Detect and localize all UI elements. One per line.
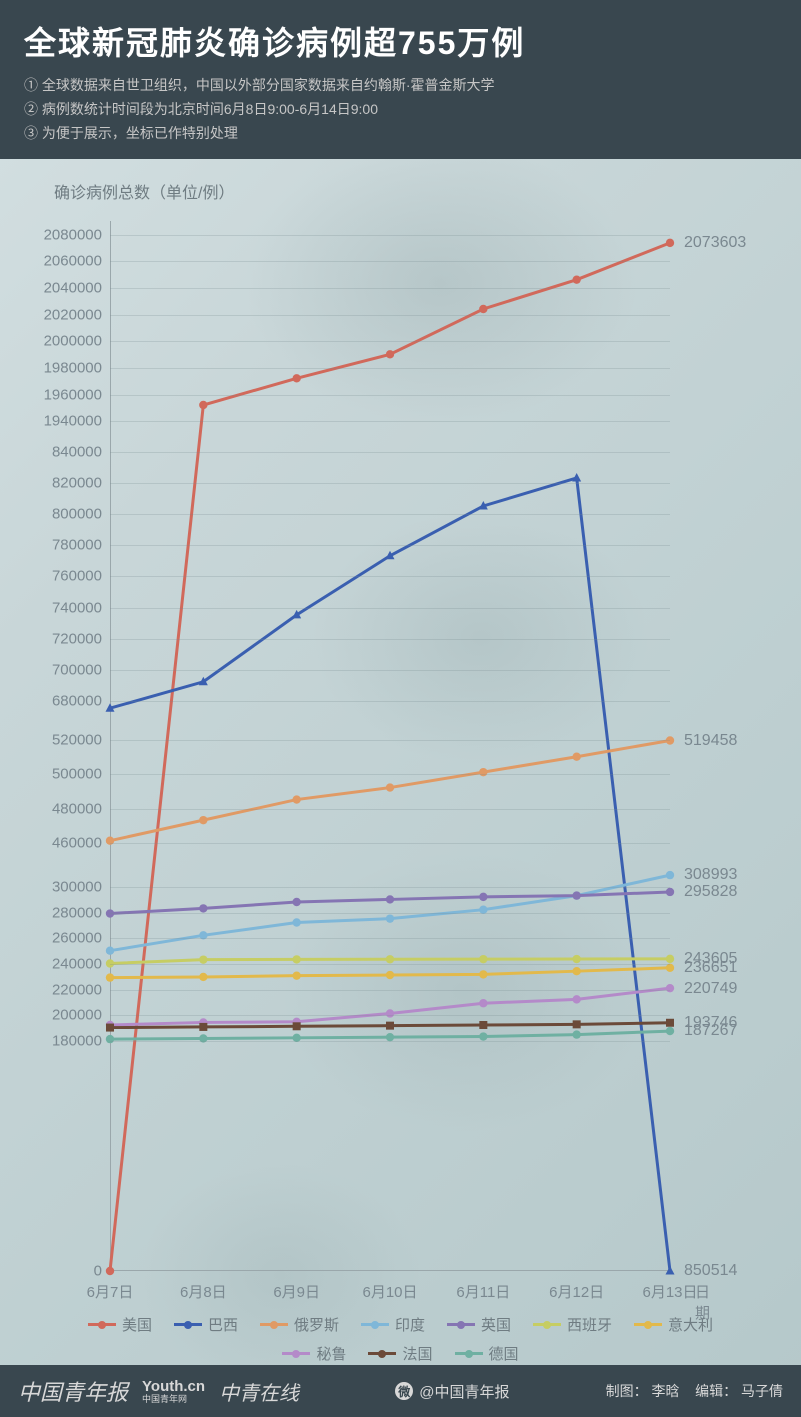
- footer-logo-cyb: 中国青年报: [18, 1375, 128, 1407]
- footer-left: 中国青年报 Youth.cn 中国青年网 中青在线: [18, 1375, 299, 1407]
- y-tick: 2080000: [44, 226, 102, 243]
- note-line: ③ 为便于展示，坐标已作特别处理: [24, 122, 777, 146]
- legend-label: 西班牙: [567, 1314, 612, 1335]
- y-tick: 720000: [52, 630, 102, 647]
- footer-logo-youth-en: Youth.cn: [142, 1378, 205, 1395]
- series-end-label: 2073603: [684, 234, 746, 252]
- y-tick: 2040000: [44, 280, 102, 297]
- y-tick: 840000: [52, 443, 102, 460]
- y-tick: 0: [94, 1263, 102, 1280]
- y-tick: 740000: [52, 599, 102, 616]
- y-tick: 500000: [52, 766, 102, 783]
- footer-logo-zqzx: 中青在线: [219, 1377, 299, 1406]
- y-tick: 480000: [52, 800, 102, 817]
- legend-label: 美国: [122, 1314, 152, 1335]
- legend-label: 德国: [489, 1343, 519, 1364]
- y-tick: 2000000: [44, 333, 102, 350]
- x-tick: 6月9日: [273, 1281, 320, 1302]
- series-line: [110, 243, 670, 1271]
- x-tick: 6月8日: [180, 1281, 227, 1302]
- legend-label: 俄罗斯: [294, 1314, 339, 1335]
- y-tick: 220000: [52, 981, 102, 998]
- footer-logo-youth-cn: 中国青年网: [142, 1395, 205, 1404]
- notes-band: ① 全球数据来自世卫组织，中国以外部分国家数据来自约翰斯·霍普金斯大学 ② 病例…: [0, 68, 801, 159]
- credit-design-name: 李晗: [652, 1383, 680, 1399]
- y-tick: 2020000: [44, 306, 102, 323]
- y-tick: 2060000: [44, 253, 102, 270]
- legend-item: 意大利: [634, 1314, 713, 1335]
- legend-label: 英国: [481, 1314, 511, 1335]
- y-tick: 760000: [52, 568, 102, 585]
- x-tick: 6月10日: [362, 1281, 417, 1302]
- y-tick: 1960000: [44, 386, 102, 403]
- x-tick: 6月12日: [549, 1281, 604, 1302]
- y-tick: 300000: [52, 879, 102, 896]
- note-line: ① 全球数据来自世卫组织，中国以外部分国家数据来自约翰斯·霍普金斯大学: [24, 74, 777, 98]
- legend-label: 巴西: [208, 1314, 238, 1335]
- legend-item: 西班牙: [533, 1314, 612, 1335]
- legend-item: 俄罗斯: [260, 1314, 339, 1335]
- legend-item: 美国: [88, 1314, 152, 1335]
- footer-weibo: 微 @中国青年报: [395, 1381, 509, 1402]
- y-axis-title: 确诊病例总数（单位/例）: [54, 179, 234, 203]
- series-end-label: 308993: [684, 866, 737, 884]
- y-tick: 460000: [52, 834, 102, 851]
- weibo-icon: 微: [395, 1382, 413, 1400]
- y-tick: 180000: [52, 1032, 102, 1049]
- y-tick: 680000: [52, 692, 102, 709]
- y-tick: 1940000: [44, 413, 102, 430]
- note-line: ② 病例数统计时间段为北京时间6月8日9:00-6月14日9:00: [24, 98, 777, 122]
- chart-area: 确诊病例总数（单位/例） 018000020000022000024000026…: [0, 159, 801, 1339]
- main-title: 全球新冠肺炎确诊病例超755万例: [24, 18, 777, 64]
- y-tick: 260000: [52, 930, 102, 947]
- x-tick: 6月7日: [87, 1281, 134, 1302]
- weibo-handle: @中国青年报: [419, 1381, 509, 1402]
- footer-credits: 制图： 李晗 编辑： 马子倩: [606, 1381, 783, 1401]
- series-end-label: 519458: [684, 732, 737, 750]
- footer: 中国青年报 Youth.cn 中国青年网 中青在线 微 @中国青年报 制图： 李…: [0, 1365, 801, 1417]
- plot-region: 0180000200000220000240000260000280000300…: [110, 221, 670, 1271]
- series-end-label: 220749: [684, 980, 737, 998]
- series-end-label: 295828: [684, 883, 737, 901]
- y-tick: 240000: [52, 955, 102, 972]
- credit-editor-label: 编辑：: [695, 1383, 737, 1399]
- series-end-label: 236651: [684, 959, 737, 977]
- y-tick: 1980000: [44, 360, 102, 377]
- y-tick: 280000: [52, 904, 102, 921]
- legend-item: 巴西: [174, 1314, 238, 1335]
- series-end-label: 850514: [684, 1262, 737, 1280]
- y-tick: 820000: [52, 475, 102, 492]
- legend-label: 意大利: [668, 1314, 713, 1335]
- legend-item: 英国: [447, 1314, 511, 1335]
- y-tick: 520000: [52, 731, 102, 748]
- credit-design-label: 制图：: [606, 1383, 648, 1399]
- x-tick: 6月11日: [456, 1281, 510, 1302]
- title-band: 全球新冠肺炎确诊病例超755万例: [0, 0, 801, 68]
- series-end-label: 187267: [684, 1022, 737, 1040]
- legend: 美国 巴西 俄罗斯 印度 英国 西班牙 意大利秘鲁 法国 德国: [0, 1314, 801, 1364]
- legend-item: 法国: [368, 1343, 432, 1364]
- footer-logo-youth: Youth.cn 中国青年网: [142, 1378, 205, 1404]
- y-tick: 200000: [52, 1007, 102, 1024]
- legend-item: 德国: [455, 1343, 519, 1364]
- y-tick: 800000: [52, 506, 102, 523]
- credit-editor-name: 马子倩: [741, 1383, 783, 1399]
- y-tick: 700000: [52, 661, 102, 678]
- legend-item: 印度: [361, 1314, 425, 1335]
- x-tick: 6月13日: [642, 1281, 697, 1302]
- legend-label: 法国: [402, 1343, 432, 1364]
- legend-item: 秘鲁: [282, 1343, 346, 1364]
- legend-label: 秘鲁: [316, 1343, 346, 1364]
- series-line: [110, 989, 670, 1026]
- legend-label: 印度: [395, 1314, 425, 1335]
- y-tick: 780000: [52, 537, 102, 554]
- series-line: [110, 478, 670, 1271]
- chart-svg: [110, 221, 670, 1271]
- page-container: 全球新冠肺炎确诊病例超755万例 ① 全球数据来自世卫组织，中国以外部分国家数据…: [0, 0, 801, 1417]
